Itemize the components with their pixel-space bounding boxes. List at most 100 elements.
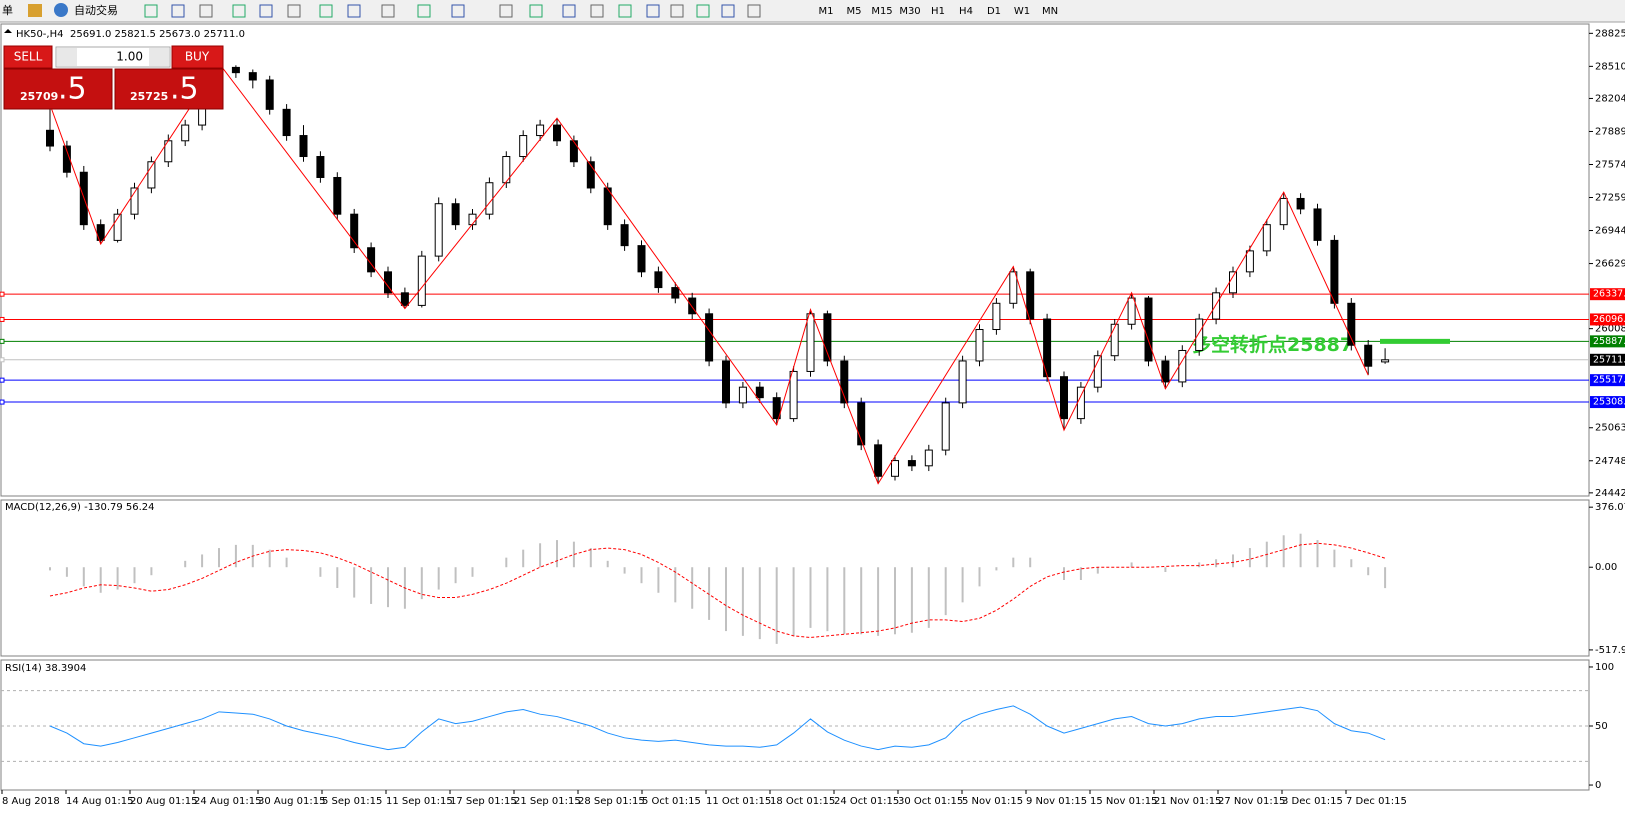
tool-icon[interactable] (417, 4, 431, 18)
y-tick-label: 27574. (1595, 159, 1625, 170)
timeframe-button[interactable]: M15 (871, 6, 892, 17)
icon[interactable] (28, 4, 42, 17)
symbol-title: HK50-,H4 (16, 29, 63, 40)
tool-icon[interactable] (451, 4, 465, 18)
tool-icon[interactable] (721, 4, 735, 18)
timeframe-button[interactable]: W1 (1014, 6, 1030, 17)
x-tick-label: 14 Aug 01:15 (66, 796, 133, 807)
timeframe-button[interactable]: M1 (819, 6, 834, 17)
tool-icon[interactable] (381, 4, 395, 18)
candle-body (1245, 250, 1254, 273)
bid-price[interactable]: 25709 (20, 90, 58, 103)
candle-body (181, 124, 190, 142)
y-tick-label: 28825. (1595, 28, 1625, 39)
candle-body (1178, 349, 1187, 383)
candle-body (891, 460, 899, 477)
candle-body (265, 79, 274, 110)
sell-button[interactable] (3, 45, 53, 69)
timeframe-button[interactable]: D1 (987, 6, 1001, 17)
tool-icon[interactable] (618, 4, 632, 18)
candle-body (553, 124, 561, 142)
tool-icon[interactable] (347, 4, 361, 18)
bid-pips[interactable]: .5 (58, 72, 87, 107)
tool-icon[interactable] (747, 4, 761, 18)
timeframe-button[interactable]: H1 (931, 6, 945, 17)
candle-body (282, 108, 291, 137)
timeframe-button[interactable]: M30 (899, 6, 920, 17)
candle-body (536, 124, 545, 137)
collapse-icon[interactable] (4, 29, 12, 33)
ohlc-header: 25691.0 25821.5 25673.0 25711.0 (70, 29, 245, 40)
tool-icon[interactable] (696, 4, 710, 18)
level-label-box (1590, 313, 1625, 326)
x-tick-label: 18 Oct 01:15 (770, 796, 835, 807)
lots-value[interactable]: 1.00 (116, 50, 143, 64)
tool-icons (144, 4, 761, 18)
macd-signal (49, 542, 1386, 638)
ask-box[interactable] (114, 68, 224, 110)
tool-icon[interactable] (646, 4, 660, 18)
tool-icon[interactable] (562, 4, 576, 18)
buy-label[interactable]: BUY (185, 50, 210, 64)
candle-body (417, 255, 426, 306)
candle-body (823, 313, 832, 362)
lots-up[interactable] (149, 48, 169, 66)
candle-body (637, 245, 646, 273)
tool-icon[interactable] (529, 4, 543, 18)
level-marker (0, 316, 5, 322)
x-tick-label: 21 Nov 01:15 (1154, 796, 1221, 807)
tool-icon[interactable] (232, 4, 246, 18)
ask-price[interactable]: 25725 (130, 90, 168, 103)
y-tick-label: 50 (1595, 721, 1608, 732)
tool-icon[interactable] (670, 4, 684, 18)
candle-body (519, 135, 528, 158)
y-tick-label: 27259. (1595, 193, 1625, 204)
candle-body (1195, 318, 1204, 351)
y-tick-label: 376.07 (1595, 502, 1625, 513)
level-label-box (1590, 335, 1625, 348)
tool-icon[interactable] (499, 4, 513, 18)
candle-body (1144, 297, 1153, 362)
sell-label[interactable]: SELL (14, 50, 43, 64)
candle-body (671, 287, 680, 299)
tool-icon[interactable] (590, 4, 604, 18)
macd-title: MACD(12,26,9) -130.79 56.24 (5, 502, 155, 513)
candle-body (1381, 359, 1390, 363)
x-tick-label: 11 Sep 01:15 (386, 796, 453, 807)
lots-down[interactable] (57, 48, 77, 66)
candle-body (586, 161, 595, 189)
tool-icon[interactable] (199, 4, 213, 18)
autotrade-icon[interactable] (54, 3, 68, 17)
candle-body (806, 313, 815, 372)
tool-icon[interactable] (319, 4, 333, 18)
candle-body (1060, 376, 1068, 420)
autotrade-button[interactable]: 自动交易 (74, 3, 118, 17)
buy-button[interactable] (171, 45, 224, 69)
lots-input[interactable] (55, 46, 171, 68)
tool-icon[interactable] (171, 4, 185, 18)
timeframe-button[interactable]: M5 (847, 6, 862, 17)
candle-body (1262, 224, 1271, 252)
level-label-box (1590, 396, 1625, 409)
candle-body (705, 313, 714, 362)
menu-tab[interactable]: 单 (2, 4, 13, 17)
tool-icon[interactable] (287, 4, 301, 18)
one-click-trading: SELL 1.00 BUY 25709 .5 25725 .5 (3, 45, 224, 110)
timeframe-button[interactable]: H4 (959, 6, 973, 17)
y-tick-label: 28204. (1595, 93, 1625, 104)
annotation: 多空转折点25887 (1192, 333, 1353, 356)
level-marker (0, 338, 5, 344)
tool-icon[interactable] (259, 4, 273, 18)
tool-icon[interactable] (144, 4, 158, 18)
candle-body (333, 176, 342, 215)
candle-body (147, 161, 156, 189)
candle-body (1347, 302, 1356, 346)
candle-body (874, 444, 883, 477)
y-tick-label: 100 (1595, 662, 1614, 673)
x-tick-label: 24 Aug 01:15 (194, 796, 261, 807)
ask-pips[interactable]: .5 (170, 72, 199, 107)
timeframe-button[interactable]: MN (1042, 6, 1058, 17)
bid-box[interactable] (3, 68, 113, 110)
candle-body (1279, 197, 1288, 226)
level-label-box (1590, 288, 1625, 301)
